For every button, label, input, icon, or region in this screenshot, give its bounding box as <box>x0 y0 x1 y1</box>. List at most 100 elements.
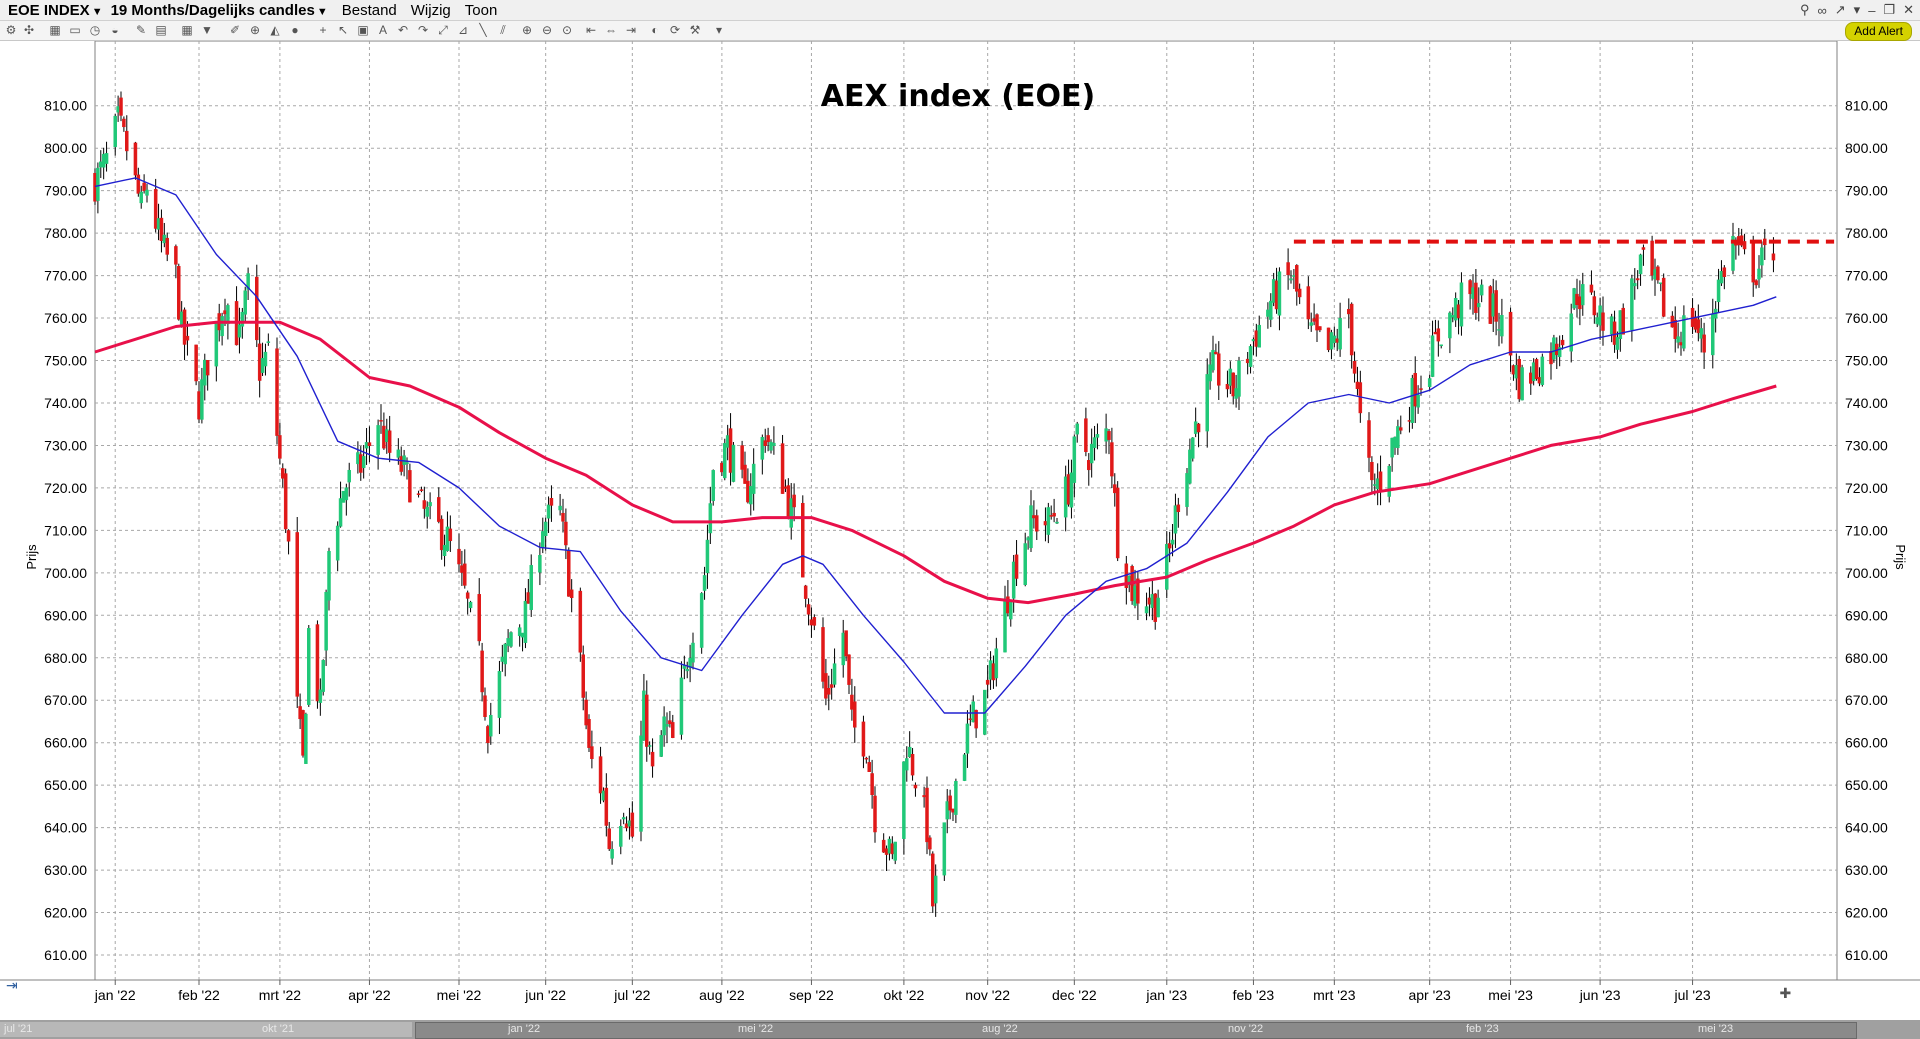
candle <box>829 668 834 700</box>
crosshair-icon[interactable]: ✣ <box>23 23 35 37</box>
candle <box>1716 268 1721 313</box>
cursor-icon[interactable]: ⇥ <box>6 977 18 993</box>
candle <box>827 675 831 711</box>
minimize-icon[interactable]: – <box>1868 2 1876 18</box>
y-tick-label-right: 810.00 <box>1845 98 1888 114</box>
price-chart[interactable]: 610.00 610.00 620.00 620.00 630.00 630.00 640.… <box>0 41 1920 1020</box>
line-icon[interactable]: ╲ <box>479 23 487 37</box>
x-tick-label: jan '22 <box>94 987 136 1003</box>
menu-wijzig[interactable]: Wijzig <box>410 1 451 19</box>
candle <box>523 588 528 649</box>
candle <box>1286 248 1290 290</box>
y-tick-label-left: 700.00 <box>44 565 87 581</box>
candle <box>465 590 470 615</box>
candle <box>1757 255 1761 288</box>
candle <box>1468 279 1472 310</box>
candle <box>1309 312 1313 332</box>
menu-bestand[interactable]: Bestand <box>341 1 397 19</box>
candle <box>1173 493 1178 548</box>
close-icon[interactable]: ✕ <box>1903 2 1914 17</box>
undo-icon[interactable]: ↶ <box>397 23 409 37</box>
pencil-icon[interactable]: ✐ <box>229 23 241 37</box>
candle <box>301 709 305 758</box>
y-tick-label-left: 800.00 <box>44 140 87 156</box>
chain-icon[interactable]: ∞ <box>1817 2 1827 18</box>
candle <box>1396 419 1400 455</box>
more-icon[interactable]: ▾ <box>715 23 723 37</box>
x-tick-label: apr '23 <box>1408 987 1451 1003</box>
moving-average-long <box>94 320 1777 605</box>
candle <box>994 637 999 687</box>
pointer-icon[interactable]: ↖ <box>337 23 349 37</box>
funnel-icon[interactable]: ▼ <box>201 23 213 37</box>
dropdown-icon[interactable]: ▾ <box>1853 2 1861 17</box>
candle <box>379 404 383 434</box>
text-icon[interactable]: A <box>378 23 387 37</box>
chart-toolbar: ⚙ ✣ ▦ ▭ ◷ ◒ ✎ ▤ ▦ ▼ ✐ ⊕ ◭ ● + ↖ ▣ A ↶ ↷ … <box>0 21 1920 41</box>
shape-icon[interactable]: ◭ <box>270 23 280 37</box>
candle <box>1277 267 1282 331</box>
pin-icon[interactable]: ↗ <box>1834 2 1846 17</box>
edit-icon[interactable]: ✎ <box>135 23 147 37</box>
zoom-out-icon[interactable]: ⊖ <box>541 23 553 37</box>
y-tick-label-right: 700.00 <box>1845 565 1888 581</box>
candle <box>1427 374 1432 392</box>
y-tick-label-left: 710.00 <box>44 522 87 538</box>
zoom-in-icon[interactable]: ⊕ <box>521 23 533 37</box>
add-alert-button[interactable]: Add Alert <box>1845 22 1912 41</box>
candle <box>1439 344 1443 349</box>
candle <box>468 600 473 613</box>
candle <box>985 665 990 699</box>
scroll-icon[interactable]: ⇔ <box>605 23 617 37</box>
restore-icon[interactable]: ❐ <box>1883 2 1896 17</box>
menu-toon[interactable]: Toon <box>464 1 498 19</box>
color-icon[interactable]: ◒ <box>111 23 119 37</box>
candle <box>590 730 594 769</box>
scroll-start-icon[interactable]: ⇤ <box>585 23 597 37</box>
zoom-fit-icon[interactable]: ⊙ <box>561 23 573 37</box>
candle <box>338 481 343 528</box>
candle <box>425 501 429 529</box>
trend-icon[interactable]: ⤢ <box>438 23 448 37</box>
table-icon[interactable]: ▤ <box>155 23 167 37</box>
clock-icon[interactable]: ◷ <box>89 23 101 37</box>
candle <box>766 427 770 452</box>
candle <box>789 483 793 540</box>
candle <box>645 680 649 762</box>
add-icon[interactable]: ● <box>291 23 299 37</box>
text-box-icon[interactable]: ▣ <box>357 23 369 37</box>
grid-icon[interactable]: ▦ <box>49 23 61 37</box>
candle <box>1167 531 1172 563</box>
redo-icon[interactable]: ↷ <box>417 23 429 37</box>
refresh-icon[interactable]: ⟳ <box>669 23 681 37</box>
y-tick-label-right: 680.00 <box>1845 650 1888 666</box>
candle <box>1661 273 1666 318</box>
candle <box>344 483 349 516</box>
link-icon[interactable]: ⚲ <box>1799 2 1810 17</box>
candle <box>185 321 190 356</box>
channel-icon[interactable]: ⫽ <box>500 23 506 37</box>
print-icon[interactable]: ▭ <box>69 23 81 37</box>
indicator-icon[interactable]: ▦ <box>181 23 193 37</box>
candle <box>604 773 609 837</box>
symbol-selector[interactable]: EOE INDEX ▼ <box>8 1 103 19</box>
candle <box>705 524 710 589</box>
time-navigator[interactable]: jul '21 okt '21 jan '22 mei '22 aug '22 … <box>0 1020 1920 1039</box>
period-selector[interactable]: 19 Months/Dagelijks candles ▼ <box>110 1 328 19</box>
tools-icon[interactable]: ⚒ <box>689 23 701 37</box>
compass-icon[interactable]: ⊕ <box>249 23 261 37</box>
candle <box>315 620 320 709</box>
candle <box>650 738 655 778</box>
moving-averages <box>94 177 1835 714</box>
candle <box>1702 322 1706 369</box>
candle <box>1474 269 1478 320</box>
cross-icon[interactable]: + <box>319 23 327 37</box>
scroll-end-icon[interactable]: ⇥ <box>625 23 637 37</box>
measure-icon[interactable]: ⊿ <box>457 23 469 37</box>
palette-icon[interactable]: ◐ <box>651 23 659 37</box>
candle <box>1046 502 1051 544</box>
candle <box>263 343 268 376</box>
settings-icon[interactable]: ⚙ <box>5 23 17 37</box>
y-tick-label-left: 650.00 <box>44 777 87 793</box>
navigator-thumb[interactable] <box>415 1022 1857 1039</box>
